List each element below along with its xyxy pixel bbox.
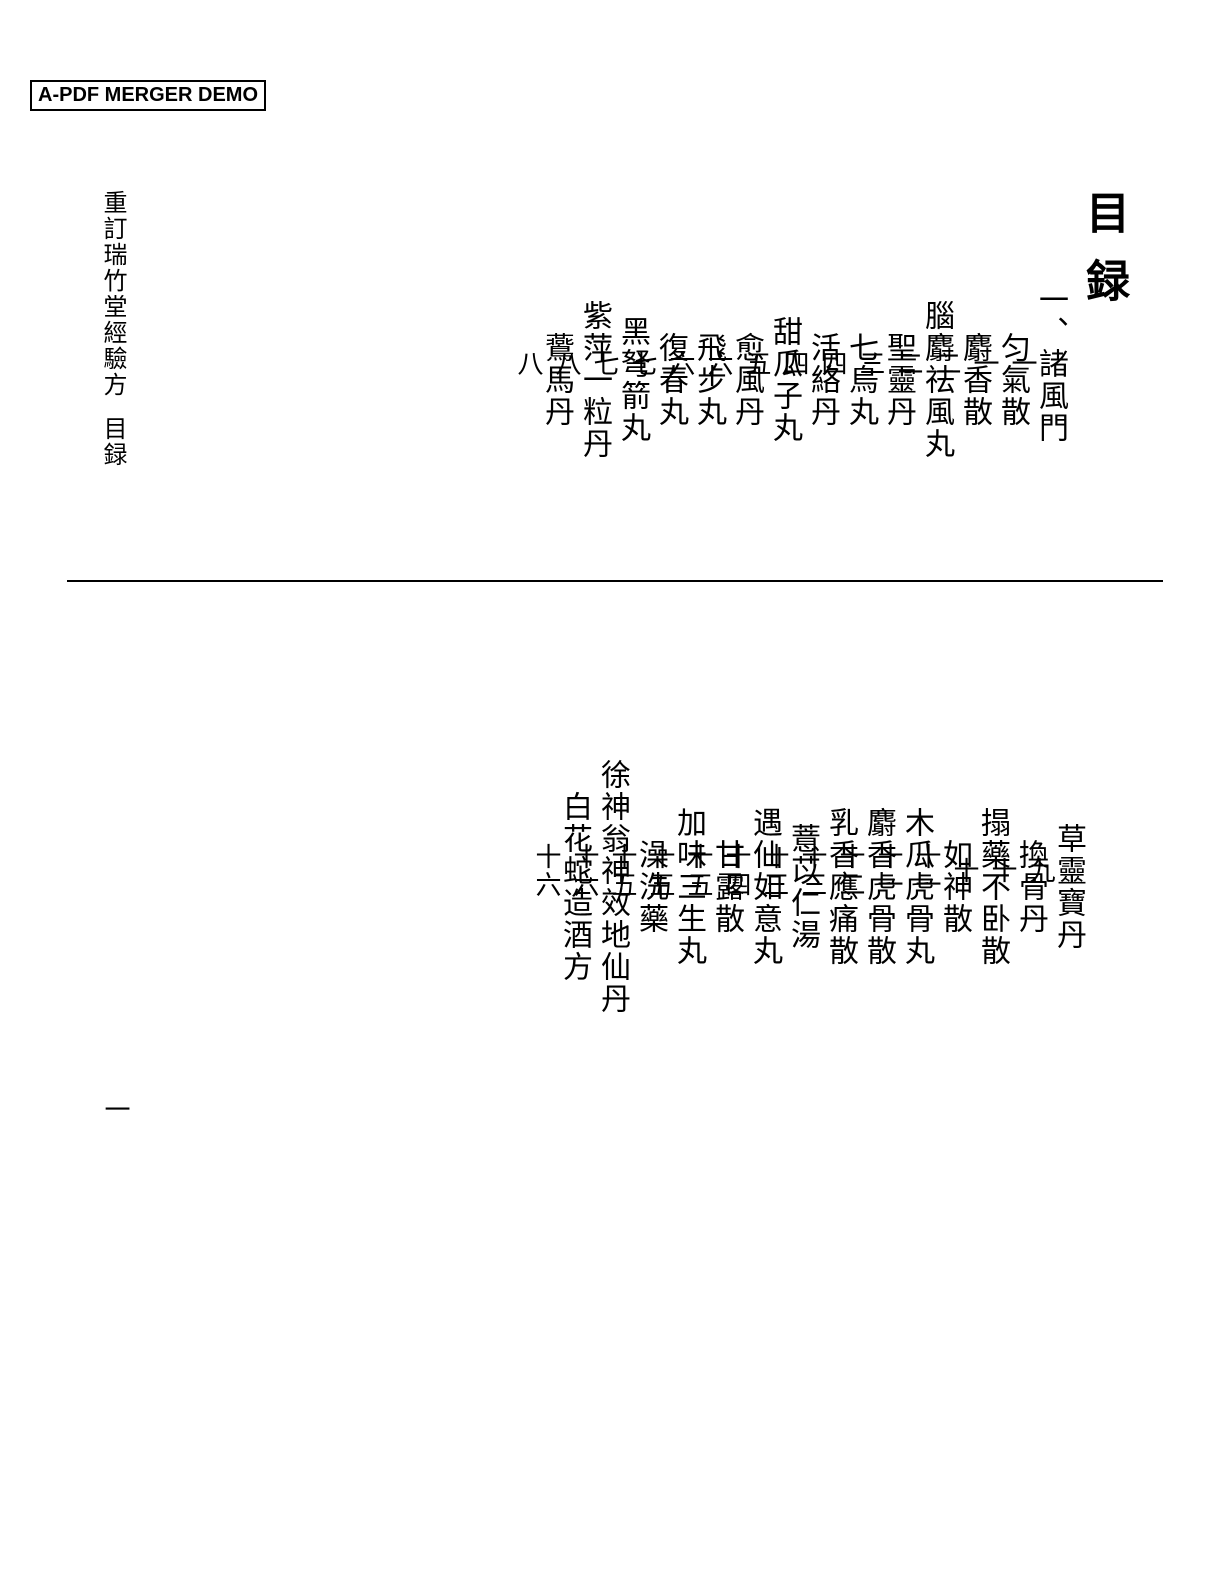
entry-page: 十五	[685, 843, 711, 899]
entry-page: 六	[705, 350, 731, 378]
entry-page: 八	[515, 350, 541, 378]
entry-page: 八	[553, 350, 579, 378]
page-content: 目録 一、諸風門一 匀氣散一 麝香散二 腦麝祛風丸二 聖靈丹三 七烏丸四 活絡丹…	[95, 120, 1135, 1200]
entry-page: 四	[781, 350, 807, 378]
entry-page: 十五	[647, 843, 673, 899]
toc-title: 目録	[1071, 190, 1135, 326]
entry-page: 十三	[761, 843, 787, 899]
entry-page: 十三	[799, 843, 825, 899]
entry-page: 七	[629, 350, 655, 378]
entry-page: 二	[895, 350, 921, 378]
entry-page: 九	[1027, 857, 1053, 885]
entry-page: 一	[971, 350, 997, 378]
entry-page: 十	[951, 857, 977, 885]
entry-page: 十五	[609, 843, 635, 899]
book-title: 重訂瑞竹堂經驗方	[99, 190, 125, 398]
book-section: 目録	[99, 416, 125, 468]
pdf-watermark: A-PDF MERGER DEMO	[30, 80, 266, 111]
entry-page: 十六	[571, 843, 597, 899]
entry-page: 四	[819, 350, 845, 378]
running-head: 重訂瑞竹堂經驗方目録	[95, 190, 130, 468]
entry-page: 六	[667, 350, 693, 378]
entry-page: 三	[857, 350, 883, 378]
entry-page: 七	[591, 350, 617, 378]
entry-page: 十	[989, 857, 1015, 885]
entry-page: 十四	[723, 843, 749, 899]
entry-page: 十六	[533, 843, 559, 899]
toc-entry: 草靈寶丹九	[1045, 606, 1083, 1136]
toc-lower-block: 草靈寶丹九 換骨丹十 搨藥不卧散十 如神散十一 木瓜虎骨丸十一 麝香虎骨散十二 …	[551, 606, 1083, 1136]
entry-page: 五	[743, 350, 769, 378]
entry-name: 一、諸風門	[1035, 284, 1065, 444]
entry-page: 二	[933, 350, 959, 378]
entry-page: 十一	[913, 843, 939, 899]
entry-page: 十一	[875, 843, 901, 899]
toc-entry: 一、諸風門一	[1027, 154, 1065, 574]
horizontal-rule	[67, 580, 1163, 582]
folio-number: 一	[97, 1096, 134, 1122]
entry-name: 草靈寶丹	[1053, 791, 1083, 951]
entry-page: 一	[1009, 350, 1035, 378]
toc-upper-block: 一、諸風門一 匀氣散一 麝香散二 腦麝祛風丸二 聖靈丹三 七烏丸四 活絡丹四 甜…	[533, 154, 1065, 574]
entry-page: 十二	[837, 843, 863, 899]
